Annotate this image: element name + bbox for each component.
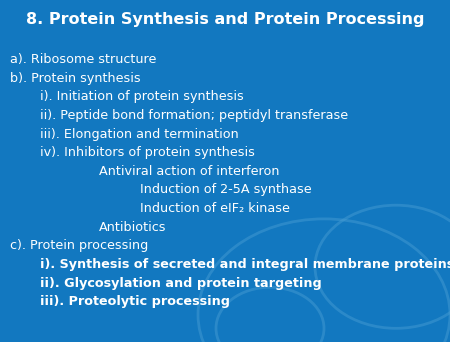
- Text: iii). Proteolytic processing: iii). Proteolytic processing: [40, 295, 230, 308]
- Text: a). Ribosome structure: a). Ribosome structure: [10, 53, 156, 66]
- Text: ii). Peptide bond formation; peptidyl transferase: ii). Peptide bond formation; peptidyl tr…: [40, 109, 349, 122]
- Text: iii). Elongation and termination: iii). Elongation and termination: [40, 128, 239, 141]
- Text: i). Synthesis of secreted and integral membrane proteins: i). Synthesis of secreted and integral m…: [40, 258, 450, 271]
- Text: c). Protein processing: c). Protein processing: [10, 239, 148, 252]
- Text: i). Initiation of protein synthesis: i). Initiation of protein synthesis: [40, 90, 244, 103]
- Text: Antiviral action of interferon: Antiviral action of interferon: [99, 165, 279, 178]
- Text: iv). Inhibitors of protein synthesis: iv). Inhibitors of protein synthesis: [40, 146, 256, 159]
- Text: b). Protein synthesis: b). Protein synthesis: [10, 72, 140, 85]
- Text: Antibiotics: Antibiotics: [99, 221, 166, 234]
- Text: Induction of eIF₂ kinase: Induction of eIF₂ kinase: [140, 202, 289, 215]
- Text: ii). Glycosylation and protein targeting: ii). Glycosylation and protein targeting: [40, 277, 322, 290]
- Text: Induction of 2-5A synthase: Induction of 2-5A synthase: [140, 183, 311, 197]
- Text: 8. Protein Synthesis and Protein Processing: 8. Protein Synthesis and Protein Process…: [26, 12, 424, 27]
